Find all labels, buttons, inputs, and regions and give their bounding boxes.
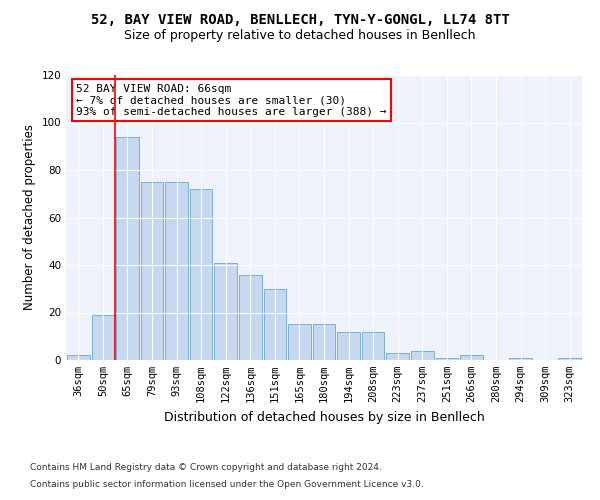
Bar — [509, 358, 532, 360]
Bar — [436, 358, 458, 360]
Bar — [460, 355, 483, 360]
Y-axis label: Number of detached properties: Number of detached properties — [23, 124, 36, 310]
Text: 52 BAY VIEW ROAD: 66sqm
← 7% of detached houses are smaller (30)
93% of semi-det: 52 BAY VIEW ROAD: 66sqm ← 7% of detached… — [76, 84, 387, 116]
X-axis label: Distribution of detached houses by size in Benllech: Distribution of detached houses by size … — [164, 410, 484, 424]
Bar — [337, 332, 360, 360]
Text: Size of property relative to detached houses in Benllech: Size of property relative to detached ho… — [124, 29, 476, 42]
Bar — [362, 332, 385, 360]
Bar — [559, 358, 581, 360]
Bar — [239, 274, 262, 360]
Bar — [190, 189, 212, 360]
Bar — [140, 182, 163, 360]
Bar — [116, 136, 139, 360]
Bar — [411, 350, 434, 360]
Text: 52, BAY VIEW ROAD, BENLLECH, TYN-Y-GONGL, LL74 8TT: 52, BAY VIEW ROAD, BENLLECH, TYN-Y-GONGL… — [91, 12, 509, 26]
Bar — [288, 324, 311, 360]
Bar — [67, 355, 89, 360]
Bar — [214, 262, 237, 360]
Bar — [313, 324, 335, 360]
Bar — [386, 353, 409, 360]
Text: Contains public sector information licensed under the Open Government Licence v3: Contains public sector information licen… — [30, 480, 424, 489]
Bar — [165, 182, 188, 360]
Text: Contains HM Land Registry data © Crown copyright and database right 2024.: Contains HM Land Registry data © Crown c… — [30, 464, 382, 472]
Bar — [263, 289, 286, 360]
Bar — [92, 315, 114, 360]
